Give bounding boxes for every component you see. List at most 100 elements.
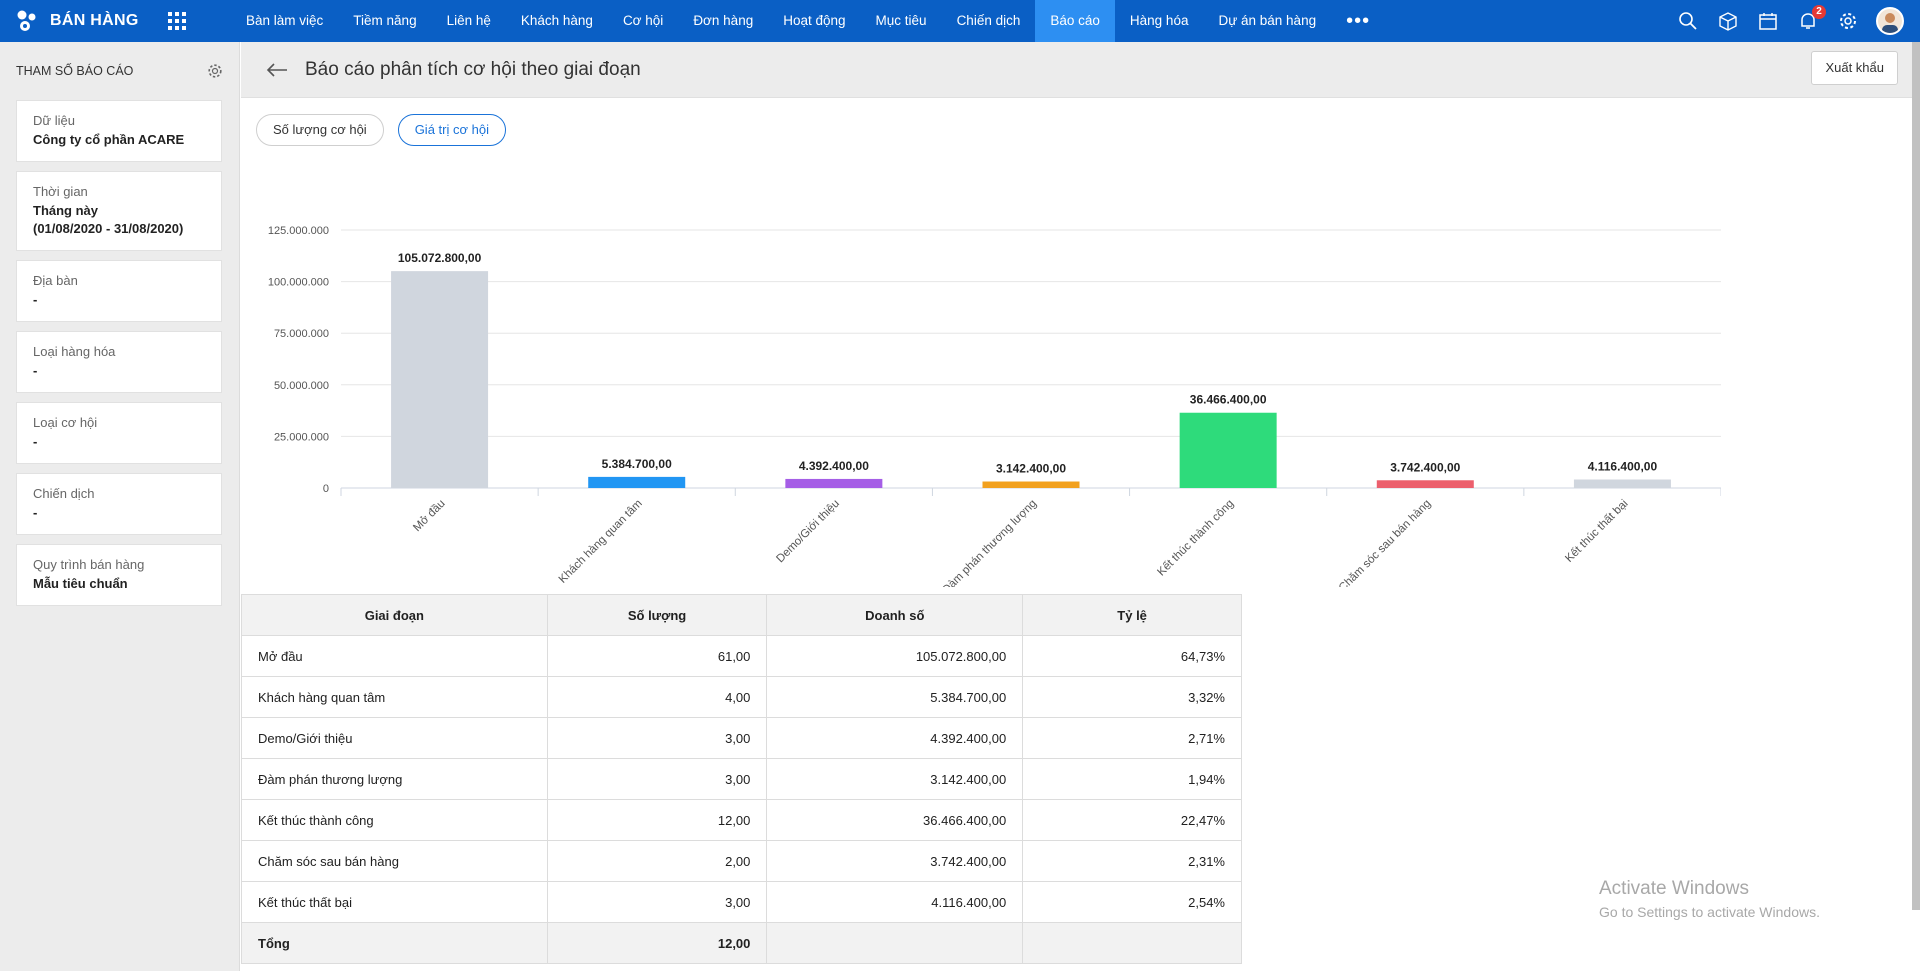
table-cell: Đàm phán thương lượng [241,758,548,800]
table-total-cell: Tổng [241,922,548,964]
param-card[interactable]: Địa bàn - [16,260,222,322]
main-menu: Bàn làm việc Tiềm năng Liên hệ Khách hàng Cơ… [231,0,1331,42]
table-cell: 5.384.700,00 [766,676,1024,718]
x-tick-label: Mở đầu [411,498,447,534]
param-card[interactable]: Thời gian Tháng này (01/08/2020 - 31/08/20… [16,171,222,251]
table-cell: 4.392.400,00 [766,717,1024,759]
param-value: - [33,505,38,520]
data-label: 36.466.400,00 [1190,393,1267,407]
calendar-icon[interactable] [1756,9,1780,33]
data-label: 5.384.700,00 [602,457,672,471]
menu-item-8[interactable]: Chiến dịch [956,13,1021,28]
table-row: Kết thúc thất bại 3,00 4.116.400,00 2,54% [241,881,1242,923]
table-total-cell: 12,00 [546,922,768,964]
menu-item-0[interactable]: Bàn làm việc [246,13,324,28]
menu-item-11[interactable]: Dự án bán hàng [1218,13,1317,28]
x-tick-label: Kết thúc thất bại [1563,498,1630,565]
metric-toggle-1[interactable]: Giá trị cơ hội [397,114,506,146]
data-label: 105.072.800,00 [398,251,482,265]
param-card[interactable]: Chiến dịch - [16,473,222,535]
bell-icon[interactable]: 2 [1796,5,1826,33]
table-cell: 4.116.400,00 [766,881,1024,923]
menu-item-6[interactable]: Hoạt động [783,13,846,28]
scrollbar[interactable] [1912,42,1920,910]
table-cell: 22,47% [1022,799,1242,841]
data-label: 4.392.400,00 [799,459,869,473]
table-cell: 3,32% [1022,676,1242,718]
y-tick-label: 125.000.000 [268,225,329,237]
x-tick-label: Khách hàng quan tâm [557,498,645,586]
menu-item-9[interactable]: Báo cáo [1035,0,1115,42]
table-header-row: Giai đoạn Số lượng Doanh số Tỷ lệ [241,594,1242,636]
app-name: BÁN HÀNG [50,12,139,29]
table-cell: 3,00 [546,881,768,923]
table-cell: 2,71% [1022,717,1242,759]
table-cell: 36.466.400,00 [766,799,1024,841]
top-nav: BÁN HÀNG Bàn làm việc Tiềm năng Liên hệ Khá… [0,0,1920,42]
param-value: Tháng này [33,203,99,218]
menu-item-1[interactable]: Tiềm năng [353,13,417,28]
search-icon[interactable] [1676,9,1700,33]
bar [1376,480,1474,488]
menu-item-7[interactable]: Mục tiêu [875,13,927,28]
table-cell: Kết thúc thành công [241,799,548,841]
table-cell: 2,00 [546,840,768,882]
param-label: Địa bàn [33,273,78,288]
metric-toggle-0[interactable]: Số lượng cơ hội [256,114,384,146]
param-value-range: (01/08/2020 - 31/08/2020) [33,221,184,236]
menu-item-10[interactable]: Hàng hóa [1129,13,1189,28]
param-value: Mẫu tiêu chuẩn [33,576,128,591]
table-header-cell[interactable]: Doanh số [766,594,1024,636]
back-button[interactable] [265,58,289,82]
table-cell: 4,00 [546,676,768,718]
table-row: Chăm sóc sau bán hàng 2,00 3.742.400,00 2,3… [241,840,1242,882]
avatar[interactable] [1876,7,1904,35]
table-cell: 61,00 [546,635,768,677]
table-cell: 1,94% [1022,758,1242,800]
param-card[interactable]: Quy trình bán hàng Mẫu tiêu chuẩn [16,544,222,606]
param-card[interactable]: Loại hàng hóa - [16,331,222,393]
nav-icons: 2 [1676,0,1904,42]
param-value: - [33,292,38,307]
table-cell: 3,00 [546,717,768,759]
table-row: Demo/Giới thiệu 3,00 4.392.400,00 2,71% [241,717,1242,759]
bar [588,476,686,488]
param-value: - [33,434,38,449]
apps-grid-icon[interactable] [168,12,186,30]
menu-item-5[interactable]: Đơn hàng [693,13,754,28]
table-total-cell [766,922,1024,964]
param-label: Thời gian [33,184,88,199]
export-button[interactable]: Xuất khẩu [1811,51,1898,85]
menu-item-2[interactable]: Liên hệ [446,13,491,28]
sidebar-title: THAM SỐ BÁO CÁO [16,64,134,78]
box-icon[interactable] [1716,9,1740,33]
gear-icon[interactable] [1836,9,1860,33]
menu-item-3[interactable]: Khách hàng [520,13,593,28]
param-card[interactable]: Loại cơ hội - [16,402,222,464]
page-header: Báo cáo phân tích cơ hội theo giai đoạn … [241,42,1920,98]
table-header-cell[interactable]: Số lượng [546,594,768,636]
data-label: 3.142.400,00 [996,462,1066,476]
page-title: Báo cáo phân tích cơ hội theo giai đoạn [305,58,641,80]
bar [391,271,489,488]
table-cell: 3.142.400,00 [766,758,1024,800]
table-header-cell[interactable]: Giai đoạn [241,594,548,636]
param-list: Dữ liệu Công ty cổ phần ACARE Thời gian Thá… [0,100,239,606]
gear-icon[interactable] [207,63,223,79]
table-row: Mở đầu 61,00 105.072.800,00 64,73% [241,635,1242,677]
watermark-line2: Go to Settings to activate Windows. [1599,904,1820,920]
table-cell: Mở đầu [241,635,548,677]
table-cell: Chăm sóc sau bán hàng [241,840,548,882]
x-tick-label: Demo/Giới thiệu [774,498,842,566]
bar [982,481,1080,488]
metric-toggle-group: Số lượng cơ hội Giá trị cơ hội [256,114,506,146]
param-card[interactable]: Dữ liệu Công ty cổ phần ACARE [16,100,222,162]
stage-table: Giai đoạn Số lượng Doanh số Tỷ lệ Mở đầu 61,… [241,594,1242,964]
table-cell: 2,54% [1022,881,1242,923]
table-header-cell[interactable]: Tỷ lệ [1022,594,1242,636]
app-logo[interactable]: BÁN HÀNG [14,8,164,34]
more-menu-icon[interactable]: ••• [1346,10,1371,32]
table-cell: Kết thúc thất bại [241,881,548,923]
menu-item-4[interactable]: Cơ hội [622,13,664,28]
y-tick-label: 75.000.000 [274,328,329,340]
